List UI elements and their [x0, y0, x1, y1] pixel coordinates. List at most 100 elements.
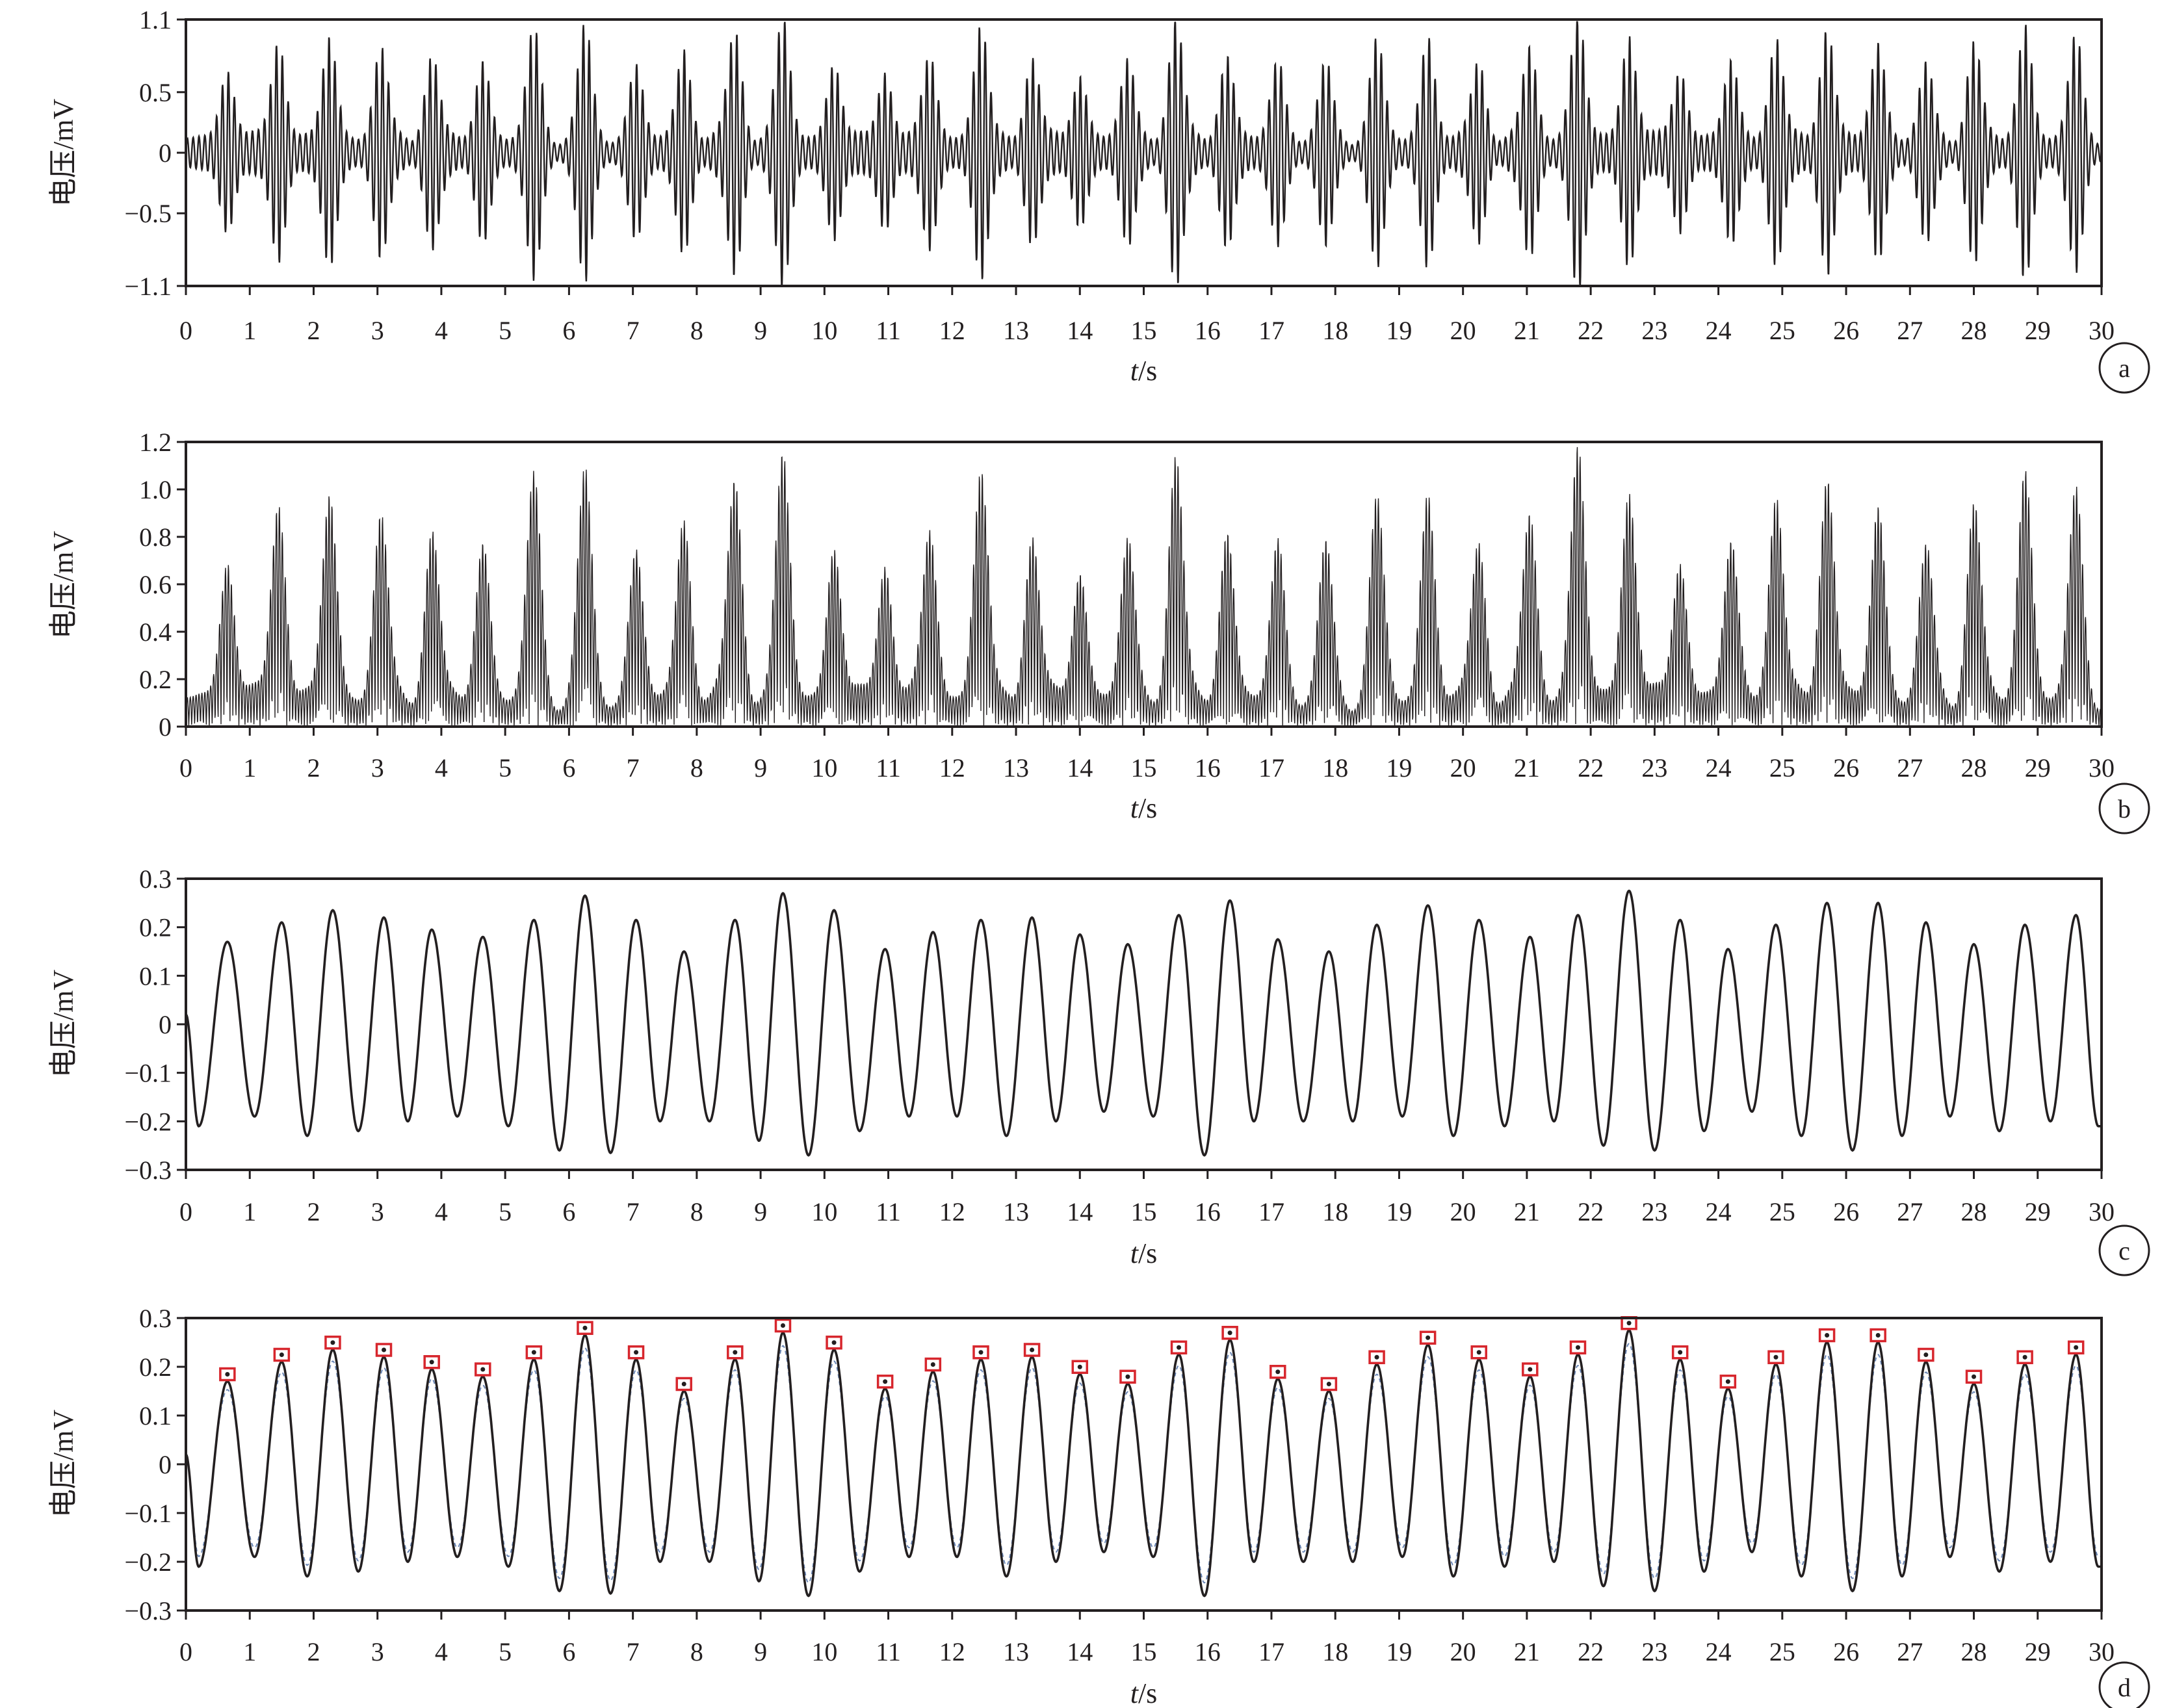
peak-marker-dot: [1426, 1335, 1431, 1340]
x-tick-label: 23: [1641, 1637, 1667, 1666]
peak-marker-dot: [1923, 1352, 1929, 1357]
peak-marker-dot: [531, 1350, 536, 1355]
x-tick-label: 6: [562, 753, 575, 783]
y-tick-label: 0: [159, 1450, 172, 1479]
peak-marker-square: [1221, 1326, 1238, 1340]
y-tick-label: −0.2: [124, 1107, 172, 1136]
peak-marker-square: [1071, 1360, 1089, 1374]
y-tick-label: 1.1: [139, 5, 172, 34]
x-tick-label: 18: [1322, 753, 1348, 783]
x-tick-label: 19: [1386, 1197, 1412, 1226]
peak-marker-square: [675, 1377, 692, 1391]
panel-tag: c: [2118, 1236, 2130, 1265]
x-tick-label: 13: [1003, 1197, 1029, 1226]
x-tick-label: 10: [811, 753, 837, 783]
x-tick-label: 16: [1195, 316, 1221, 345]
x-tick-label: 20: [1450, 753, 1476, 783]
x-axis-label-unit: /s: [1138, 1677, 1157, 1708]
y-tick-label: −0.3: [124, 1596, 172, 1625]
x-tick-label: 17: [1258, 753, 1284, 783]
y-tick-label: −0.1: [124, 1059, 172, 1088]
y-axis-label: 电压/mV: [47, 99, 79, 207]
x-tick-label: 29: [2025, 316, 2051, 345]
peak-marker-dot: [1725, 1379, 1730, 1384]
y-tick-label: −0.5: [124, 199, 172, 228]
peak-marker-square: [1522, 1362, 1539, 1377]
x-tick-label: 4: [435, 1197, 448, 1226]
x-tick-label: 23: [1641, 1197, 1667, 1226]
peak-marker-square: [219, 1367, 236, 1382]
x-tick-label: 11: [876, 316, 901, 345]
x-tick-label: 10: [811, 1197, 837, 1226]
peak-marker-dot: [1275, 1369, 1281, 1375]
peak-marker-dot: [1626, 1321, 1632, 1326]
series-line-overlay: [185, 1343, 2102, 1584]
x-tick-label: 22: [1578, 1197, 1604, 1226]
x-tick-label: 29: [2025, 1637, 2051, 1666]
x-tick-label: 3: [371, 316, 384, 345]
peak-marker-square: [972, 1345, 989, 1360]
x-tick-label: 21: [1514, 316, 1540, 345]
y-tick-label: 0.2: [139, 913, 172, 942]
x-tick-label: 14: [1067, 753, 1093, 783]
peak-marker-dot: [480, 1367, 486, 1372]
x-tick-label: 2: [307, 316, 320, 345]
x-axis-label-var: t: [1130, 792, 1140, 824]
x-tick-label: 15: [1131, 316, 1157, 345]
x-tick-label: 17: [1258, 316, 1284, 345]
peak-marker-dot: [1125, 1374, 1130, 1379]
x-tick-label: 13: [1003, 1637, 1029, 1666]
x-tick-label: 18: [1322, 1637, 1348, 1666]
x-tick-label: 20: [1450, 1637, 1476, 1666]
panel-tag: a: [2118, 354, 2130, 383]
x-tick-label: 25: [1769, 316, 1795, 345]
peak-marker-square: [876, 1375, 894, 1389]
y-tick-label: 0.3: [139, 864, 172, 894]
x-tick-label: 16: [1195, 1637, 1221, 1666]
x-tick-label: 11: [876, 753, 901, 783]
x-axis-ticks: 0 1 2 3 4 5 6 7 8 9 10 11 12 13 14 15 16 17 18 19 20 21 22 23 24…: [179, 727, 2115, 783]
peak-marker-dot: [582, 1325, 588, 1330]
x-tick-label: 3: [371, 753, 384, 783]
y-tick-label: 0: [159, 1010, 172, 1039]
panel-tag-circle: [2098, 783, 2150, 835]
peak-marker-dot: [1875, 1333, 1881, 1338]
x-tick-label: 22: [1578, 753, 1604, 783]
panel-tag-circle: [2098, 1224, 2150, 1276]
peak-marker-square: [627, 1345, 645, 1360]
x-tick-label: 22: [1578, 316, 1604, 345]
peak-marker-dot: [330, 1340, 335, 1345]
y-tick-label: 0.6: [139, 570, 172, 599]
x-tick-label: 2: [307, 753, 320, 783]
x-tick-label: 14: [1067, 1197, 1093, 1226]
x-tick-label: 17: [1258, 1637, 1284, 1666]
x-tick-label: 25: [1769, 1637, 1795, 1666]
peak-marker-dot: [1374, 1354, 1379, 1360]
x-tick-label: 8: [690, 1197, 703, 1226]
x-tick-label: 12: [939, 1197, 965, 1226]
y-tick-label: 1.2: [139, 428, 172, 457]
x-tick-label: 28: [1961, 1197, 1987, 1226]
panel-c: −0.3−0.2−0.100.10.20.3 0 1 2 3 4 5 6 7 8 9 10 11 12 1…: [47, 864, 2150, 1276]
peak-marker-square: [1368, 1350, 1385, 1364]
peak-marker-dot: [382, 1347, 387, 1352]
plot-frame: [185, 18, 2103, 287]
peak-marker-square: [423, 1355, 440, 1369]
x-tick-label: 8: [690, 1637, 703, 1666]
peak-marker-dot: [279, 1352, 284, 1357]
peak-marker-dot: [1077, 1364, 1082, 1369]
panel-tag-circle: [2098, 1661, 2150, 1708]
y-axis-ticks: −0.3 −0.2 −0.1 0 0.1 0.2 0.3: [124, 864, 186, 1185]
x-tick-label: 26: [1833, 1637, 1859, 1666]
x-tick-label: 22: [1578, 1637, 1604, 1666]
series-line: [185, 21, 2103, 287]
peak-marker-dot: [2022, 1354, 2027, 1360]
x-tick-label: 19: [1386, 1637, 1412, 1666]
peak-marker-square: [774, 1318, 792, 1333]
y-tick-label: 0.1: [139, 961, 172, 990]
x-tick-label: 26: [1833, 1197, 1859, 1226]
peak-marker-dot: [225, 1372, 230, 1377]
peak-marker-square: [1023, 1343, 1041, 1357]
x-tick-label: 20: [1450, 316, 1476, 345]
y-tick-label: −0.3: [124, 1156, 172, 1185]
